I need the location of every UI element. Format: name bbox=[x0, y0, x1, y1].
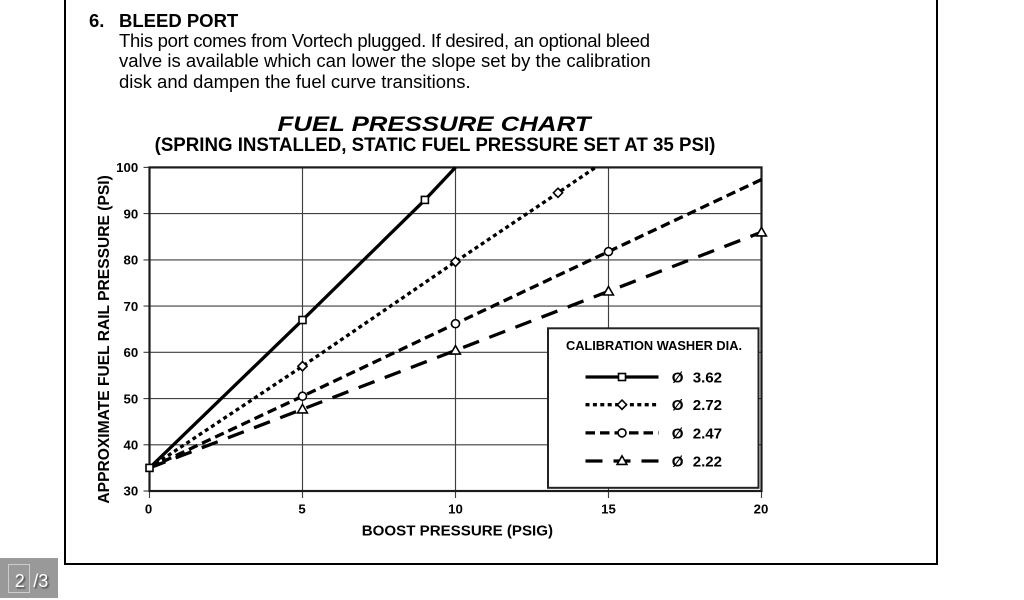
svg-text:APPROXIMATE FUEL RAIL PRESSURE: APPROXIMATE FUEL RAIL PRESSURE (PSI) bbox=[96, 175, 113, 503]
svg-text:5: 5 bbox=[298, 502, 305, 517]
svg-text:60: 60 bbox=[124, 345, 139, 360]
svg-text:50: 50 bbox=[124, 391, 139, 406]
svg-text:Ø2.47: Ø 2.47 bbox=[672, 425, 722, 442]
svg-text:80: 80 bbox=[124, 253, 139, 268]
svg-text:Ø3.62: Ø 3.62 bbox=[672, 370, 722, 387]
svg-text:70: 70 bbox=[124, 299, 139, 314]
svg-text:20: 20 bbox=[754, 502, 769, 517]
svg-text:100: 100 bbox=[116, 160, 138, 175]
svg-text:10: 10 bbox=[448, 502, 463, 517]
svg-text:0: 0 bbox=[145, 502, 152, 517]
svg-text:Ø2.22: Ø 2.22 bbox=[672, 453, 722, 470]
svg-text:15: 15 bbox=[601, 502, 616, 517]
svg-text:CALIBRATION WASHER DIA.: CALIBRATION WASHER DIA. bbox=[566, 338, 742, 353]
svg-text:40: 40 bbox=[124, 438, 139, 453]
svg-text:30: 30 bbox=[124, 484, 139, 499]
svg-text:Ø2.72: Ø 2.72 bbox=[672, 397, 722, 414]
svg-text:90: 90 bbox=[124, 206, 139, 221]
svg-text:BOOST PRESSURE (PSIG): BOOST PRESSURE (PSIG) bbox=[362, 522, 553, 539]
